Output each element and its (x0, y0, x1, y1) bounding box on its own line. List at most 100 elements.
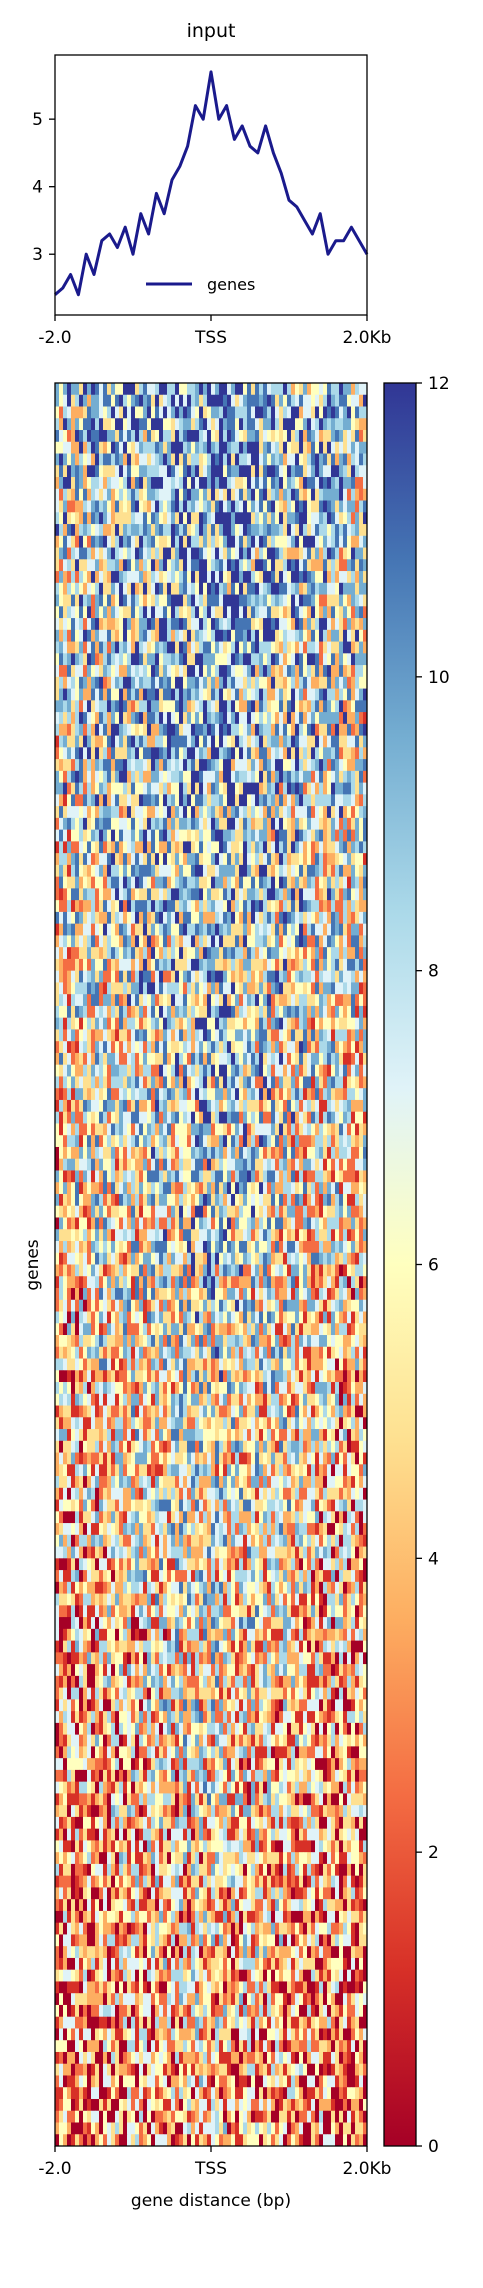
heatmap-cell (139, 641, 144, 654)
heatmap-cell (363, 829, 368, 842)
heatmap-cell (335, 794, 340, 807)
heatmap-cell (163, 1088, 168, 1101)
heatmap-cell (139, 1088, 144, 1101)
heatmap-cell (327, 629, 332, 642)
heatmap-cell (183, 477, 188, 490)
heatmap-cell (223, 477, 228, 490)
heatmap-cell (151, 688, 156, 701)
heatmap-cell (271, 629, 276, 642)
heatmap-cell (279, 1088, 284, 1101)
heatmap-cell (207, 1005, 212, 1019)
heatmap-cell (191, 911, 196, 925)
heatmap-cell (147, 594, 152, 607)
heatmap-cell (119, 1064, 124, 1077)
heatmap-cell (115, 688, 120, 701)
heatmap-cell (119, 641, 124, 654)
heatmap-cell (259, 888, 264, 901)
heatmap-cell (75, 1029, 80, 1042)
heatmap-cell (187, 888, 192, 901)
heatmap-cell (67, 500, 72, 513)
heatmap-cell (331, 535, 336, 548)
heatmap-cell (75, 641, 80, 654)
heatmap-cell (295, 641, 300, 654)
heatmap-cell (335, 947, 340, 960)
heatmap-cell (99, 1064, 104, 1077)
heatmap-cell (271, 759, 276, 772)
heatmap-cell (147, 911, 152, 925)
heatmap-cell (171, 1088, 176, 1101)
heatmap-cell (175, 970, 180, 983)
heatmap-cell (167, 900, 172, 913)
heatmap-cell (91, 888, 96, 901)
heatmap-cell (335, 582, 340, 595)
heatmap-cell (87, 923, 92, 936)
heatmap-cell (111, 723, 116, 736)
heatmap-cell (303, 911, 308, 925)
heatmap-cell (111, 688, 116, 701)
heatmap-cell (59, 383, 64, 396)
heatmap-cell (87, 547, 92, 560)
heatmap-cell (267, 723, 272, 736)
heatmap-cell (179, 1029, 184, 1042)
heatmap-cell (123, 994, 128, 1007)
heatmap-cell (171, 524, 176, 537)
heatmap-cell (131, 406, 136, 419)
profile-y-tick-label: 4 (32, 178, 43, 198)
heatmap-cell (83, 1005, 88, 1019)
heatmap-cell (83, 1064, 88, 1077)
heatmap-cell (111, 453, 116, 466)
heatmap-cell (259, 806, 264, 819)
heatmap-cell (107, 759, 112, 772)
heatmap-cell (151, 970, 156, 983)
heatmap-cell (239, 970, 244, 983)
heatmap-cell (279, 571, 284, 584)
heatmap-cell (291, 688, 296, 701)
heatmap-cell (91, 441, 96, 454)
heatmap-cell (203, 594, 208, 607)
heatmap-cell (103, 512, 108, 525)
heatmap-cell (175, 430, 180, 443)
heatmap-cell (291, 1099, 296, 1113)
heatmap-cell (343, 735, 348, 748)
heatmap-cell (279, 782, 284, 795)
heatmap-cell (307, 524, 312, 537)
heatmap-cell (351, 935, 356, 948)
heatmap-cell (267, 994, 272, 1007)
heatmap-cell (183, 806, 188, 819)
heatmap-cell (123, 488, 128, 501)
heatmap-cell (343, 1099, 348, 1113)
heatmap-cell (87, 1088, 92, 1101)
heatmap-cell (223, 829, 228, 842)
heatmap-cell (103, 1088, 108, 1101)
heatmap-cell (359, 512, 364, 525)
heatmap-cell (87, 888, 92, 901)
heatmap-cell (283, 888, 288, 901)
heatmap-cell (179, 770, 184, 784)
heatmap-cell (135, 947, 140, 960)
heatmap-cell (319, 759, 324, 772)
heatmap-cell (343, 817, 348, 831)
heatmap-cell (299, 923, 304, 936)
heatmap-cell (143, 524, 148, 537)
heatmap-cell (315, 1017, 320, 1030)
heatmap-cell (351, 994, 356, 1007)
heatmap-cell (183, 864, 188, 878)
heatmap-cell (147, 653, 152, 666)
heatmap-cell (327, 1029, 332, 1042)
heatmap-cell (319, 1041, 324, 1054)
heatmap-cell (135, 394, 140, 407)
heatmap-cell (231, 1005, 236, 1019)
heatmap-cell (163, 418, 168, 431)
heatmap-cell (95, 853, 100, 866)
heatmap-cell (111, 1017, 116, 1030)
heatmap-cell (311, 911, 316, 925)
heatmap-cell (235, 735, 240, 748)
heatmap-cell (315, 512, 320, 525)
heatmap-cell (187, 829, 192, 842)
heatmap-cell (291, 900, 296, 913)
heatmap-cell (127, 512, 132, 525)
heatmap-cell (311, 1017, 316, 1030)
heatmap-cell (271, 676, 276, 689)
heatmap-cell (315, 582, 320, 595)
heatmap-cell (303, 571, 308, 584)
